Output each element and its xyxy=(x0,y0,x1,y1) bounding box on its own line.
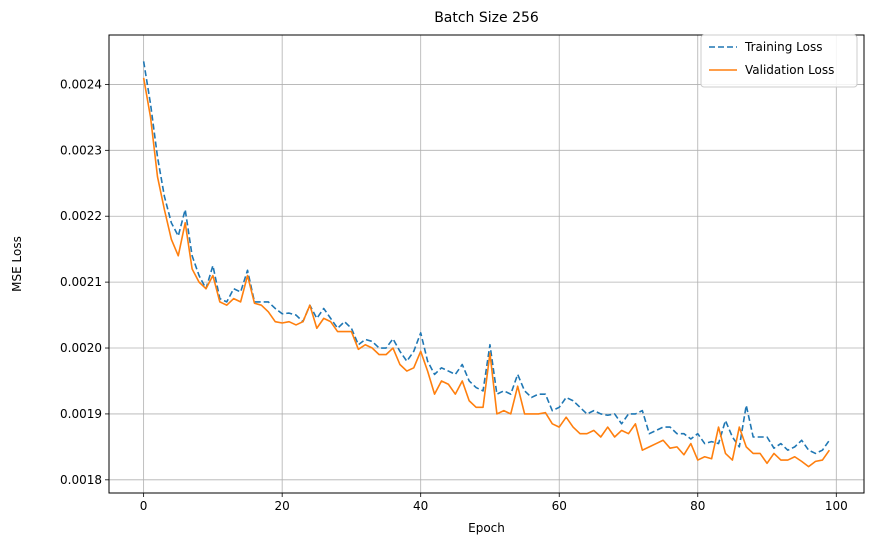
y-tick-label: 0.0022 xyxy=(60,209,102,223)
plot-area xyxy=(109,35,864,493)
chart-title: Batch Size 256 xyxy=(434,10,539,26)
x-tick-label: 40 xyxy=(413,499,428,513)
x-axis-label: Epoch xyxy=(468,521,505,535)
legend-label-validation-loss: Validation Loss xyxy=(745,63,834,77)
series-line-validation-loss xyxy=(142,77,831,468)
series-layer xyxy=(142,61,831,468)
grid-lines xyxy=(109,35,864,493)
axis-ticks: 0 20 40 60 80 100 0.0018 0.0019 0.0020 0.0021 0.00… xyxy=(60,77,848,513)
legend: Training Loss Validation Loss xyxy=(700,34,858,88)
y-tick-label: 0.0018 xyxy=(60,473,102,487)
x-tick-label: 0 xyxy=(140,499,148,513)
legend-box xyxy=(700,34,858,88)
y-tick-label: 0.0019 xyxy=(60,407,102,421)
plot-frame xyxy=(108,34,865,494)
legend-label-training-loss: Training Loss xyxy=(744,40,822,54)
series-line-training-loss xyxy=(142,61,831,455)
y-tick-label: 0.0020 xyxy=(60,341,102,355)
x-tick-label: 80 xyxy=(690,499,705,513)
y-tick-label: 0.0024 xyxy=(60,77,102,91)
x-tick-label: 100 xyxy=(825,499,848,513)
x-tick-label: 60 xyxy=(552,499,567,513)
y-tick-label: 0.0021 xyxy=(60,275,102,289)
y-tick-label: 0.0023 xyxy=(60,143,102,157)
x-tick-label: 20 xyxy=(275,499,290,513)
y-axis-label: MSE Loss xyxy=(10,236,24,292)
